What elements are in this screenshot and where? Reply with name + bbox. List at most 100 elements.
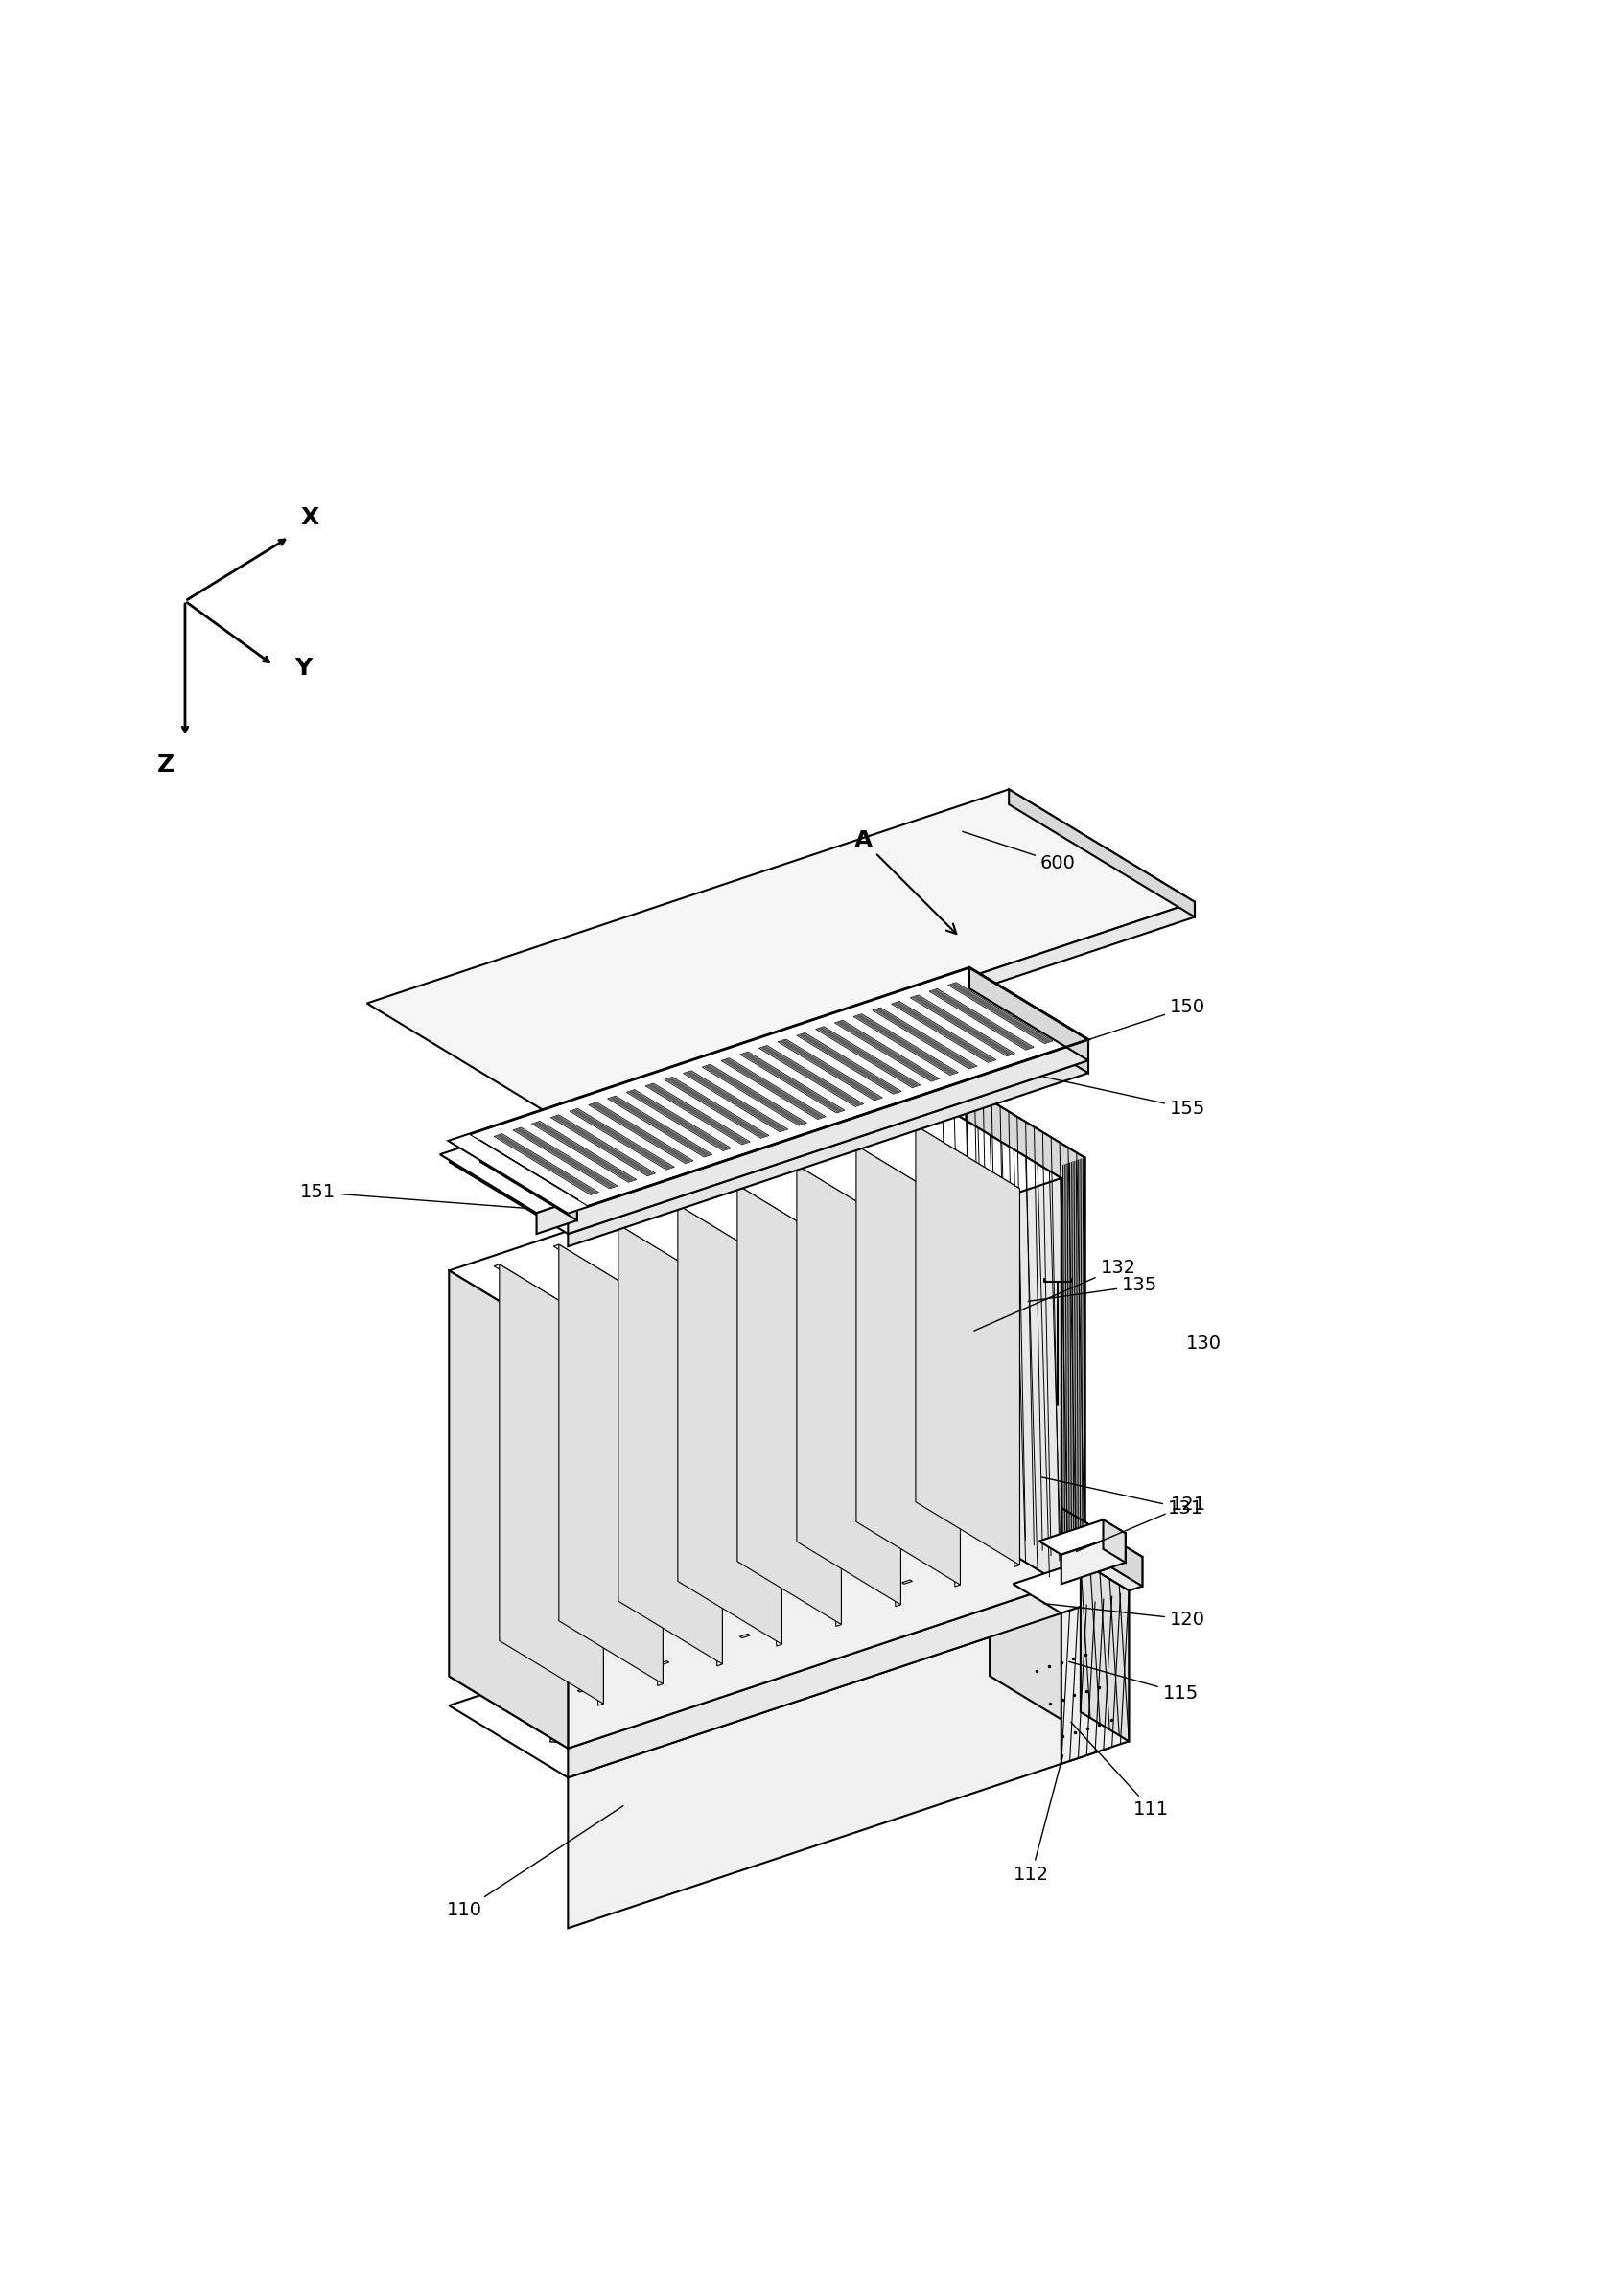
Polygon shape [718,1288,722,1667]
Text: 130: 130 [1186,1334,1221,1352]
Polygon shape [891,1001,996,1063]
Polygon shape [645,1084,750,1143]
Polygon shape [703,1065,806,1125]
Polygon shape [449,1107,1062,1343]
Polygon shape [1039,1520,1125,1554]
Polygon shape [777,1267,782,1646]
Polygon shape [550,1736,565,1743]
Polygon shape [550,1116,655,1176]
Polygon shape [568,1557,1142,1777]
Polygon shape [673,1205,782,1270]
Polygon shape [928,990,1035,1049]
Polygon shape [969,967,1088,1061]
Polygon shape [893,1001,994,1063]
Polygon shape [740,1635,750,1637]
Polygon shape [626,1091,730,1150]
Polygon shape [854,1015,957,1075]
Polygon shape [449,967,1088,1212]
Text: 121: 121 [1076,1495,1205,1552]
Polygon shape [817,1026,919,1088]
Polygon shape [515,1127,616,1189]
Polygon shape [759,1045,864,1107]
Polygon shape [796,1033,901,1095]
Polygon shape [685,1690,700,1697]
Polygon shape [496,1134,597,1194]
Polygon shape [1062,1534,1125,1584]
Polygon shape [753,1669,767,1676]
Polygon shape [552,1116,655,1176]
Polygon shape [835,1019,940,1081]
Polygon shape [911,1125,1020,1189]
Polygon shape [570,1109,674,1169]
Polygon shape [732,1185,842,1249]
Text: Z: Z [158,753,174,776]
Polygon shape [779,1040,882,1100]
Polygon shape [702,1065,806,1125]
Polygon shape [1014,1561,1130,1614]
Text: 110: 110 [447,1805,623,1919]
Polygon shape [943,1107,1062,1584]
Polygon shape [568,1598,1109,1929]
Polygon shape [948,983,1052,1045]
Polygon shape [796,1164,901,1605]
Polygon shape [608,1095,713,1157]
Text: 131: 131 [1041,1476,1204,1518]
Polygon shape [568,1178,1062,1747]
Polygon shape [449,1134,589,1212]
Polygon shape [954,1208,961,1587]
Polygon shape [677,1205,782,1644]
Polygon shape [684,1070,788,1132]
Polygon shape [665,1077,769,1139]
Polygon shape [499,1265,603,1704]
Text: Y: Y [294,657,312,680]
Polygon shape [439,1141,578,1212]
Polygon shape [912,996,1014,1056]
Polygon shape [759,1047,862,1107]
Polygon shape [777,1040,883,1100]
Polygon shape [1062,1157,1084,1584]
Text: 120: 120 [1044,1603,1205,1628]
Polygon shape [647,1084,748,1143]
Polygon shape [658,1660,669,1665]
Polygon shape [821,1607,832,1612]
Polygon shape [591,1102,692,1164]
Polygon shape [536,1199,578,1233]
Polygon shape [449,1270,568,1747]
Polygon shape [494,1134,599,1194]
Polygon shape [578,1688,587,1692]
Polygon shape [684,1072,787,1132]
Polygon shape [949,983,1052,1042]
Text: A: A [854,829,956,934]
Polygon shape [449,1525,1109,1777]
Polygon shape [571,1109,673,1169]
Polygon shape [367,790,1195,1116]
Polygon shape [1062,1591,1130,1763]
Polygon shape [956,1600,970,1607]
Polygon shape [558,1244,663,1683]
Text: 151: 151 [301,1182,526,1208]
Polygon shape [589,1102,693,1164]
Polygon shape [856,1146,961,1584]
Text: 600: 600 [962,831,1076,872]
Text: 115: 115 [1068,1662,1199,1701]
Polygon shape [903,1580,912,1584]
Polygon shape [1014,1189,1020,1566]
Text: 150: 150 [1044,999,1205,1054]
Text: 111: 111 [1072,1722,1170,1818]
Polygon shape [1023,1577,1038,1584]
Polygon shape [911,994,1015,1056]
Polygon shape [888,1623,903,1630]
Polygon shape [990,1525,1109,1747]
Polygon shape [553,1244,663,1309]
Polygon shape [1104,1520,1125,1564]
Polygon shape [837,1022,938,1081]
Polygon shape [1023,1486,1142,1587]
Polygon shape [613,1224,722,1290]
Polygon shape [837,1249,842,1626]
Polygon shape [969,987,1088,1072]
Polygon shape [943,1086,1084,1166]
Polygon shape [740,1052,845,1114]
Polygon shape [618,1224,722,1665]
Text: 132: 132 [973,1258,1136,1332]
Polygon shape [481,1141,578,1221]
